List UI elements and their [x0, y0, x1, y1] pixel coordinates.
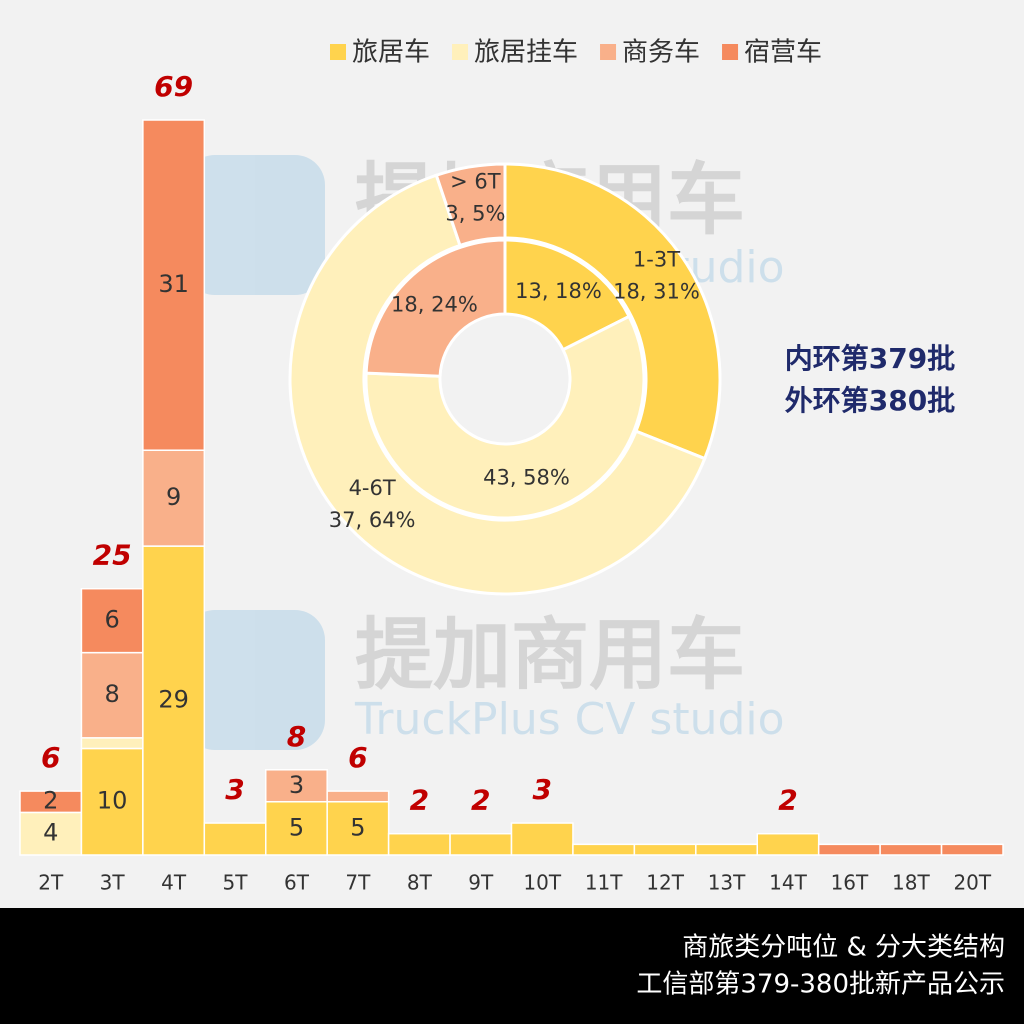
footer-band [0, 908, 1024, 1024]
donut-slice [503, 162, 722, 461]
bar-segment [879, 843, 943, 856]
legend-swatch [330, 44, 346, 60]
total-label: 6 [348, 741, 367, 774]
x-tick-label: 9T [468, 871, 494, 895]
legend-label: 旅居车 [352, 38, 430, 68]
x-tick-label: 5T [223, 871, 249, 895]
slice-category: 4-6T [349, 476, 396, 500]
segment-label: 10 [97, 787, 128, 815]
bar-segment [142, 545, 206, 856]
bar-segment [203, 822, 267, 856]
x-tick-label: 4T [161, 871, 187, 895]
slice-label: 37, 64% [329, 508, 416, 532]
x-tick-label: 14T [769, 871, 807, 895]
legend-label: 宿营车 [744, 38, 822, 68]
x-tick-label: 16T [831, 871, 869, 895]
x-tick-label: 18T [892, 871, 930, 895]
slice-category: 1-3T [633, 247, 680, 271]
x-tick-label: 20T [953, 871, 991, 895]
segment-label: 31 [158, 270, 189, 298]
x-tick-label: 7T [345, 871, 371, 895]
bar-segment [633, 843, 697, 856]
slice-label: 3, 5% [445, 201, 505, 225]
bar-segment [326, 790, 390, 803]
watermark-logo [185, 155, 325, 295]
slice-label: 13, 18% [515, 279, 602, 303]
footer-line: 商旅类分吨位 & 分大类结构 [682, 933, 1005, 963]
segment-label: 5 [350, 813, 365, 841]
segment-label: 6 [105, 606, 120, 634]
segment-label: 5 [289, 813, 304, 841]
segment-label: 3 [289, 771, 304, 799]
slice-category: > 6T [450, 169, 501, 193]
total-label: 25 [93, 539, 132, 572]
x-tick-label: 13T [708, 871, 746, 895]
segment-label: 2 [43, 787, 58, 815]
donut-slice [503, 238, 632, 352]
bar-segment [572, 843, 636, 856]
legend-label: 旅居挂车 [474, 38, 578, 68]
ring-annotation: 外环第380批 [785, 384, 955, 417]
segment-label: 29 [158, 686, 189, 714]
total-label: 69 [154, 70, 193, 103]
slice-label: 43, 58% [483, 466, 570, 490]
bar-segment [142, 119, 206, 451]
total-label: 3 [225, 773, 244, 806]
watermark-brand: 提加商用车 [355, 610, 745, 700]
segment-label: 9 [166, 483, 181, 511]
donut-slice [288, 173, 707, 596]
legend-swatch [722, 44, 739, 60]
total-label: 2 [778, 784, 797, 817]
total-label: 3 [532, 773, 551, 806]
bar-segment [756, 832, 820, 856]
donut-slice [364, 238, 507, 378]
bar-segment [265, 800, 328, 856]
x-tick-label: 3T [100, 871, 126, 895]
legend-swatch [452, 44, 469, 60]
watermark-tagline: TruckPlus CV studio [354, 694, 785, 745]
segment-label: 8 [105, 680, 120, 708]
x-tick-label: 8T [407, 871, 433, 895]
slice-label: 18, 31% [613, 279, 700, 303]
bar-segment [695, 843, 758, 856]
x-tick-label: 2T [38, 871, 64, 895]
bar-segment [510, 822, 574, 856]
bar-segment [80, 737, 144, 750]
segment-label: 4 [43, 819, 58, 847]
x-tick-label: 12T [646, 871, 684, 895]
bar-segment [80, 747, 144, 856]
bar-segment [449, 832, 513, 856]
x-tick-label: 6T [284, 871, 310, 895]
total-label: 6 [41, 741, 60, 774]
legend-swatch [600, 44, 617, 60]
footer-line: 工信部第379-380批新产品公示 [636, 970, 1005, 1000]
total-label: 2 [410, 784, 429, 817]
total-label: 8 [287, 720, 306, 753]
bar-segment [265, 769, 328, 803]
slice-label: 18, 24% [391, 292, 478, 316]
donut-slice [434, 162, 507, 248]
x-tick-label: 10T [523, 871, 561, 895]
bar-segment [817, 843, 881, 856]
total-label: 2 [471, 784, 490, 817]
legend-label: 商务车 [622, 38, 700, 68]
x-tick-label: 11T [585, 871, 623, 895]
watermark-logo [185, 610, 325, 750]
donut-slice [364, 314, 646, 520]
bar-segment [387, 832, 451, 856]
ring-annotation: 内环第379批 [785, 342, 955, 375]
bar-segment [940, 843, 1004, 856]
